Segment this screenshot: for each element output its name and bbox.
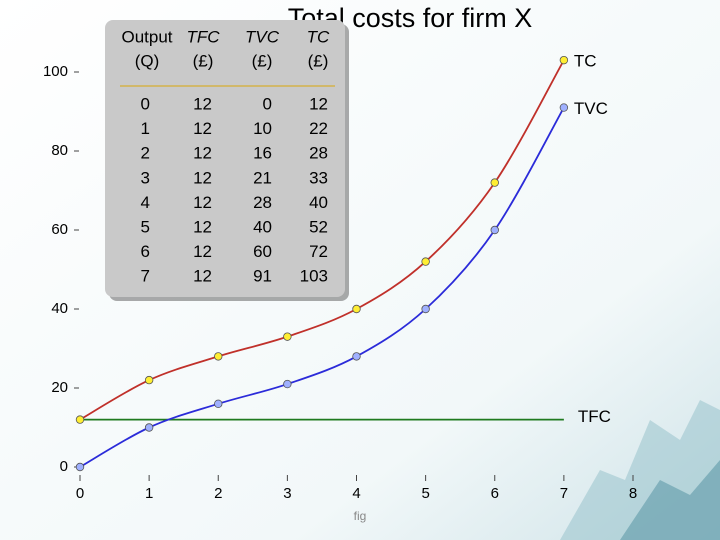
- point: [214, 352, 223, 361]
- point: [144, 423, 154, 432]
- table-cell: 12: [193, 242, 212, 261]
- table-header: TC: [307, 27, 330, 46]
- x-tick-label: 8: [629, 485, 637, 502]
- point: [144, 375, 154, 385]
- point: [352, 352, 361, 361]
- point: [75, 415, 85, 424]
- table-cell: 72: [309, 242, 328, 261]
- table-box: [105, 20, 345, 297]
- x-tick-label: 3: [283, 485, 291, 502]
- table-cell: 12: [193, 144, 212, 163]
- point: [283, 379, 292, 389]
- table-cell: 52: [309, 217, 328, 236]
- table-cell: 0: [263, 94, 272, 113]
- table-cell: 12: [193, 217, 212, 236]
- table-header-unit: (£): [308, 51, 329, 70]
- table-header-unit: (£): [193, 51, 214, 70]
- table-header: TVC: [245, 27, 280, 46]
- table-cell: 7: [141, 267, 150, 286]
- y-tick-label: 40: [51, 300, 68, 317]
- y-tick-label: 100: [43, 63, 68, 80]
- point: [283, 332, 292, 341]
- table-cell: 12: [193, 94, 212, 113]
- y-tick-label: 20: [51, 379, 68, 396]
- table-cell: 40: [253, 217, 272, 236]
- series-label: TVC: [574, 99, 608, 118]
- table-cell: 10: [253, 119, 272, 138]
- x-tick-label: 6: [491, 485, 499, 502]
- table-cell: 12: [193, 267, 212, 286]
- table-header-unit: (£): [252, 51, 273, 70]
- y-tick-label: 60: [51, 221, 68, 238]
- table-cell: 60: [253, 242, 272, 261]
- table-cell: 12: [193, 168, 212, 187]
- table-cell: 28: [253, 193, 272, 212]
- table-cell: 12: [309, 94, 328, 113]
- y-tick-label: 80: [51, 142, 68, 159]
- table-cell: 40: [309, 193, 328, 212]
- x-tick-label: 1: [145, 485, 153, 502]
- decoration: [620, 460, 720, 540]
- table-cell: 1: [141, 119, 150, 138]
- x-tick-label: 7: [560, 485, 568, 502]
- point: [421, 304, 430, 314]
- table-cell: 12: [193, 119, 212, 138]
- table-cell: 5: [141, 217, 150, 236]
- x-tick-label: 5: [421, 485, 429, 502]
- table-cell: 22: [309, 119, 328, 138]
- point: [490, 225, 499, 235]
- table-cell: 6: [141, 242, 150, 261]
- point: [75, 462, 85, 472]
- table-cell: 91: [253, 267, 272, 286]
- caption: fig: [354, 509, 367, 523]
- y-tick-label: 0: [60, 458, 68, 475]
- point: [352, 304, 361, 314]
- x-tick-label: 4: [352, 485, 360, 502]
- table-cell: 12: [193, 193, 212, 212]
- table-header-unit: (Q): [135, 51, 160, 70]
- table-cell: 3: [141, 168, 150, 187]
- point: [490, 178, 499, 187]
- table-cell: 28: [309, 144, 328, 163]
- point: [421, 257, 430, 266]
- series-label: TC: [574, 52, 597, 71]
- table-cell: 2: [141, 144, 150, 163]
- x-tick-label: 2: [214, 485, 222, 502]
- table-cell: 21: [253, 168, 272, 187]
- x-tick-label: 0: [76, 485, 84, 502]
- data-table: Output(Q)TFC(£)TVC(£)TC(£)0 12 0 121 12 10 222…: [105, 20, 349, 301]
- table-cell: 103: [300, 267, 328, 286]
- point: [559, 55, 569, 65]
- table-header: TFC: [186, 27, 220, 46]
- series-label: TFC: [578, 407, 611, 426]
- point: [559, 103, 569, 112]
- table-cell: 0: [141, 94, 150, 113]
- table-cell: 16: [253, 144, 272, 163]
- table-cell: 4: [141, 193, 150, 212]
- table-header: Output: [121, 27, 172, 46]
- point: [214, 399, 223, 408]
- table-cell: 33: [309, 168, 328, 187]
